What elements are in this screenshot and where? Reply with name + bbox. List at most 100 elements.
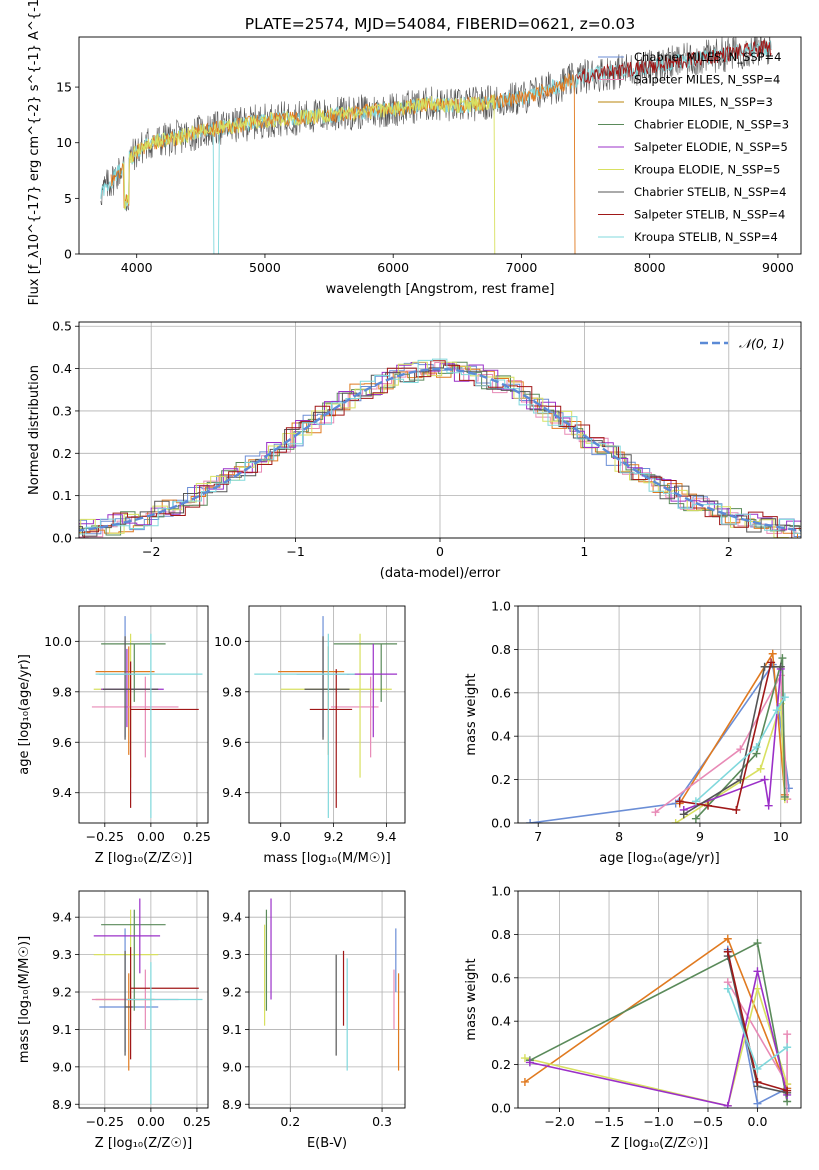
weight-point-marker [753,939,762,948]
axes-frame [248,890,406,1109]
x-tick-label: −1.0 [643,1114,673,1129]
weight-point-marker [525,1058,534,1067]
legend-entry: Salpeter ELODIE, N_SSP=5 [634,140,788,154]
weight-point-marker [768,649,777,658]
weight-lines [520,934,792,1108]
weight-series-line [683,668,782,811]
y-tick-label: 9.8 [52,684,72,699]
axes-frame [248,605,406,824]
histogram-series [79,361,801,538]
y-axis-label: mass [log₁₀(M/M☉)] [17,936,32,1063]
weight-point-marker [753,967,762,976]
x-tick-label: 5000 [249,260,281,275]
weight-lines [526,649,793,823]
weight-series-line [529,662,790,823]
weight-point-marker [783,1086,792,1095]
y-tick-label: 10 [56,135,72,150]
errorbars [91,898,203,1105]
y-axis-label: age [log₁₀(age/yr)] [17,654,32,775]
weight-point-marker [783,1030,792,1039]
x-tick-label: 8 [615,829,623,844]
mass_vs_Z-panel: −0.25 0.00 0.25 8.9 9.0 9.1 9.2 9.3 9.4 Z [log₁₀(… [17,890,211,1151]
legend: Chabrier MILES, N_SSP=4 Salpeter MILES, N… [598,50,789,244]
y-tick-label: 8.9 [52,1097,72,1112]
y-tick-label: 9.4 [52,785,72,800]
x-tick-label: 2 [725,544,733,559]
y-tick-label: 0.0 [491,1101,511,1116]
x-tick-label: 0.2 [280,1114,300,1129]
age_vs_mass-panel: 9.0 9.2 9.4 9.4 9.6 9.8 10.0 mass [log₁₀(M/M☉)] [214,605,406,866]
x-tick-label: 7 [534,829,542,844]
weight-point-marker [704,801,713,810]
x-tick-label: 0.00 [137,829,165,844]
x-tick-label: −0.25 [86,1114,124,1129]
weight-series-line [683,666,781,815]
y-tick-label: 0.2 [491,1057,511,1072]
weight-series-line [679,651,786,804]
y-tick-label: 9.2 [222,985,242,1000]
weight-point-marker [679,810,688,819]
y-tick-label: 5 [64,191,72,206]
weight-point-marker [736,745,745,754]
x-tick-label: 9.0 [271,829,291,844]
spectrum-panel: 4000 5000 6000 7000 8000 9000 0 5 10 15 wavelength… [27,0,802,305]
x-axis-label: Z [log₁₀(Z/Z☉)] [611,1136,708,1151]
x-tick-label: 0.3 [372,1114,392,1129]
weight-point-marker [723,947,732,956]
legend-entry: Kroupa MILES, N_SSP=3 [634,95,773,109]
y-tick-label: 15 [56,80,72,95]
weight-point-marker [732,805,741,814]
y-tick-label: 0.8 [491,642,511,657]
weight-point-marker [753,1077,762,1086]
x-tick-label: 0.25 [183,829,211,844]
y-tick-label: 0.2 [491,772,511,787]
y-tick-label: 0.4 [491,729,511,744]
weight-point-marker [520,1054,529,1063]
y-tick-label: 9.0 [222,1059,242,1074]
x-axis-label: E(B-V) [307,1136,347,1151]
y-tick-label: 10.0 [214,634,242,649]
weight-point-marker [780,693,789,702]
y-tick-label: 0.4 [491,1014,511,1029]
histogram-series [79,362,801,538]
x-axis-label: mass [log₁₀(M/M☉)] [263,851,390,866]
normal-distribution-curve [79,367,801,532]
axes-frame [78,890,209,1109]
residuals-panel: −2 −1 0 1 2 0.0 0.1 0.2 0.3 0.4 0.5 (data-model)/er… [27,319,802,581]
spectrum-series-line [576,39,772,84]
weight-point-marker [675,797,684,806]
y-tick-label: 0.2 [52,446,72,461]
weight-point-marker [778,654,787,663]
weight-series-line [695,657,786,820]
legend-entry: Chabrier ELODIE, N_SSP=3 [634,118,789,132]
x-tick-label: 0.00 [137,1114,165,1129]
weight-point-marker [760,775,769,784]
x-axis-label: Z [log₁₀(Z/Z☉)] [95,1136,192,1151]
x-tick-label: −0.5 [693,1114,723,1129]
weight-point-marker [764,801,773,810]
weight-point-marker [772,706,781,715]
weight-point-marker [780,792,789,801]
weight-point-marker [671,819,680,823]
x-tick-label: 6000 [377,260,409,275]
y-axis-label: Normed distribution [27,365,42,495]
legend-entry: Salpeter STELIB, N_SSP=4 [634,208,785,222]
histogram-series [79,360,801,538]
errorbars [264,898,400,1071]
y-tick-label: 9.1 [222,1022,242,1037]
weight-point-marker [783,1043,792,1052]
y-tick-label: 9.0 [52,1059,72,1074]
legend-entry: Kroupa STELIB, N_SSP=4 [634,230,778,244]
x-axis-label: (data-model)/error [380,566,501,581]
weight-point-marker [752,743,761,752]
y-tick-label: 0 [64,247,72,262]
weight-point-marker [753,984,762,993]
weight-point-marker [753,1099,762,1108]
axes-frame [78,605,209,824]
figure-title: PLATE=2574, MJD=54084, FIBERID=0621, z=0… [245,15,635,33]
x-tick-label: −1 [286,544,304,559]
y-tick-label: 9.2 [52,985,72,1000]
y-tick-label: 9.1 [52,1022,72,1037]
weight-series-line [679,662,772,811]
